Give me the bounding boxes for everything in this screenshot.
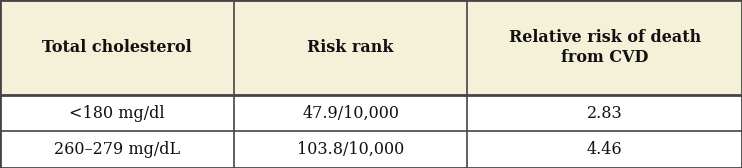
Text: 2.83: 2.83 [587, 105, 623, 122]
Text: 4.46: 4.46 [587, 141, 623, 158]
Bar [467, 131, 742, 168]
Bar [0, 95, 234, 131]
Bar [0, 0, 234, 95]
Bar [234, 131, 467, 168]
Bar [467, 95, 742, 131]
Bar [234, 95, 467, 131]
Bar [0, 131, 234, 168]
Text: <180 mg/dl: <180 mg/dl [69, 105, 165, 122]
Text: Risk rank: Risk rank [307, 39, 394, 56]
Bar [467, 0, 742, 95]
Text: Total cholesterol: Total cholesterol [42, 39, 191, 56]
Text: Relative risk of death
from CVD: Relative risk of death from CVD [508, 29, 701, 66]
Text: 103.8/10,000: 103.8/10,000 [297, 141, 404, 158]
Text: 260–279 mg/dL: 260–279 mg/dL [54, 141, 180, 158]
Text: 47.9/10,000: 47.9/10,000 [302, 105, 399, 122]
Bar [234, 0, 467, 95]
